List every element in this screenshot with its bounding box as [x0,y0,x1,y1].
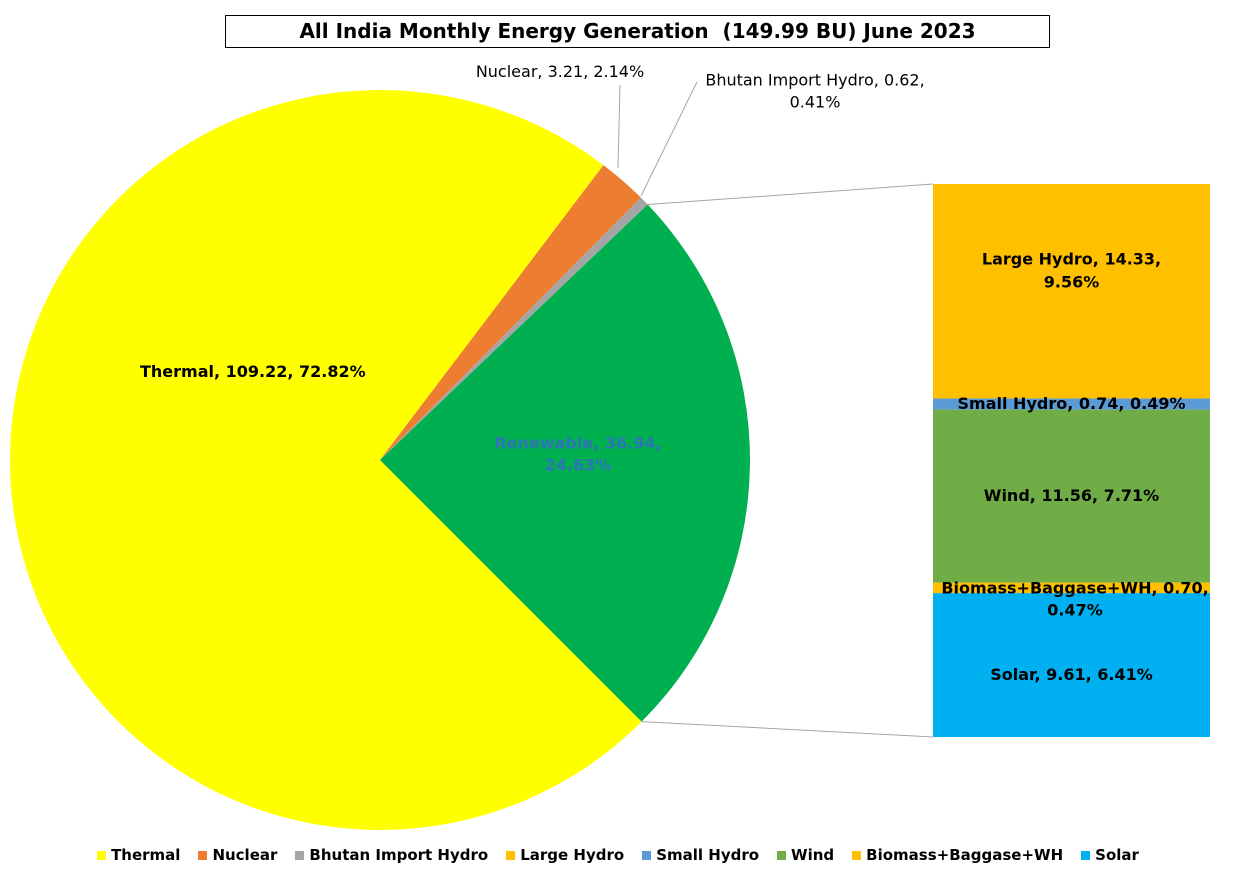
legend-swatch [97,850,107,860]
data-label: Thermal, 109.22, 72.82% [140,361,366,381]
bar-segment [933,398,1210,410]
legend-swatch [198,850,208,860]
legend-entry: Nuclear [198,846,277,864]
leader-line [640,81,698,197]
data-label: Bhutan Import Hydro, 0.62, 0.41% [705,70,925,112]
legend-entry: Bhutan Import Hydro [295,846,488,864]
legend-label: Wind [791,846,835,864]
chart-title: All India Monthly Energy Generation (149… [225,15,1050,48]
legend-entry: Wind [777,846,834,864]
data-label: Renewable, 36.94, 24.63% [494,433,662,475]
legend-entry: Solar [1081,846,1139,864]
legend-label: Small Hydro [656,846,760,864]
data-label: Large Hydro, 14.33, 9.56% [981,249,1162,292]
legend-swatch [777,850,787,860]
legend-swatch [506,850,516,860]
bar-segment [933,593,1210,737]
connector-line [641,721,934,738]
legend-label: Solar [1095,846,1139,864]
pie-slice [380,204,751,722]
bar-segment [933,409,1210,583]
pie-slice [380,165,641,461]
data-label: Nuclear, 3.21, 2.14% [475,61,645,81]
legend-label: Large Hydro [520,846,625,864]
bar-segment [933,582,1210,594]
connector-line [647,183,934,206]
legend-entry: Thermal [97,846,180,864]
leader-line [617,84,621,169]
data-label: Solar, 9.61, 6.41% [990,664,1153,684]
legend-label: Nuclear [212,846,278,864]
legend-swatch [295,850,305,860]
legend-entry: Biomass+Baggase+WH [852,846,1063,864]
legend-entry: Small Hydro [642,846,759,864]
legend-label: Biomass+Baggase+WH [866,846,1064,864]
pie-slice [9,89,642,830]
legend-label: Thermal [111,846,181,864]
legend-swatch [642,850,652,860]
legend: Thermal Nuclear Bhutan Import Hydro Large H… [0,846,1236,864]
legend-entry: Large Hydro [506,846,624,864]
legend-label: Bhutan Import Hydro [309,846,489,864]
data-label: Small Hydro, 0.74, 0.49% [957,393,1186,413]
pie-slice [380,197,648,460]
legend-swatch [852,850,862,860]
data-label: Biomass+Baggase+WH, 0.70, 0.47% [941,578,1209,620]
legend-swatch [1081,850,1091,860]
bar-segment [933,184,1210,399]
data-label: Wind, 11.56, 7.71% [983,485,1160,505]
